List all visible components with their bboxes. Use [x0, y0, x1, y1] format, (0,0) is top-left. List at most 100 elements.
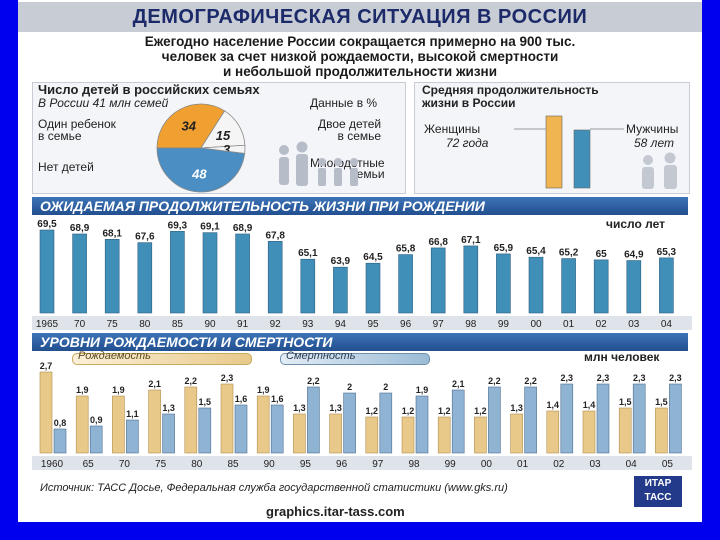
men-value: 58 лет	[634, 136, 674, 150]
expectancy-value-label: 65,8	[396, 244, 416, 255]
women-value: 72 года	[446, 136, 489, 150]
itar-tass-logo: ИТАР ТАСС	[634, 476, 682, 507]
expectancy-units: число лет	[606, 217, 666, 231]
rates-year-label: 90	[264, 459, 276, 470]
expectancy-bar	[170, 231, 185, 314]
rates-year-label: 04	[626, 459, 638, 470]
expectancy-year-label: 94	[335, 319, 347, 330]
families-units: Данные в %	[310, 96, 378, 110]
deaths-value-label: 1,6	[235, 394, 248, 404]
births-value-label: 1,4	[583, 400, 596, 410]
expectancy-value-label: 65,4	[526, 246, 546, 257]
deaths-bar	[234, 404, 248, 454]
births-bar	[401, 416, 415, 454]
site-link[interactable]: graphics.itar-tass.com	[266, 504, 405, 519]
births-bar	[655, 407, 668, 454]
rates-year-label: 00	[481, 459, 493, 470]
expectancy-year-label: 00	[530, 319, 542, 330]
births-bar	[293, 413, 306, 454]
rates-year-label: 96	[336, 459, 348, 470]
deaths-value-label: 2,3	[597, 373, 610, 383]
rates-year-label: 80	[191, 459, 203, 470]
births-value-label: 1,9	[257, 385, 270, 395]
births-bar	[618, 407, 632, 454]
rates-year-label: 99	[445, 459, 457, 470]
expectancy-year-label: 04	[661, 319, 673, 330]
deaths-bar	[415, 395, 429, 454]
expectancy-bar	[235, 233, 250, 314]
births-bar	[582, 410, 596, 454]
source-text: Источник: ТАСС Досье, Федеральная служба…	[40, 482, 508, 494]
expectancy-value-label: 65,1	[298, 248, 318, 259]
deaths-bar	[488, 386, 501, 454]
deaths-value-label: 2	[383, 382, 388, 392]
expectancy-bar	[626, 260, 642, 314]
births-value-label: 1,9	[112, 385, 125, 395]
expectancy-year-label: 02	[596, 319, 608, 330]
expectancy-year-label: 75	[107, 319, 119, 330]
expectancy-value-label: 65,3	[657, 247, 677, 258]
page-title: ДЕМОГРАФИЧЕСКАЯ СИТУАЦИЯ В РОССИИ	[18, 2, 702, 32]
rates-year-label: 70	[119, 459, 131, 470]
expectancy-value-label: 64,5	[363, 252, 383, 263]
deaths-bar	[307, 386, 320, 454]
expectancy-bar	[561, 258, 576, 314]
deaths-value-label: 2,3	[669, 373, 682, 383]
expectancy-year-label: 91	[237, 319, 249, 330]
expectancy-bar	[430, 247, 446, 314]
rates-year-label: 65	[83, 459, 95, 470]
rates-year-label: 98	[408, 459, 420, 470]
rates-year-label: 02	[553, 459, 565, 470]
expectancy-value-label: 67,6	[135, 232, 155, 243]
deaths-bar	[198, 407, 212, 454]
expectancy-value-label: 66,8	[428, 237, 448, 248]
women-bar	[545, 115, 563, 189]
men-label: Мужчины	[626, 122, 679, 136]
births-bar	[437, 416, 451, 454]
expectancy-value-label: 65	[596, 249, 608, 260]
expectancy-value-label: 65,9	[494, 243, 514, 254]
deaths-bar	[270, 404, 284, 454]
expectancy-value-label: 68,1	[102, 228, 122, 239]
deaths-value-label: 2,2	[488, 376, 501, 386]
deaths-value-label: 2	[347, 382, 352, 392]
deaths-value-label: 0,8	[54, 418, 67, 428]
women-label: Женщины	[424, 122, 481, 136]
expectancy-bar	[137, 242, 153, 314]
infographic-panel: ДЕМОГРАФИЧЕСКАЯ СИТУАЦИЯ В РОССИИ Ежегод…	[18, 0, 702, 522]
deaths-bar	[596, 383, 610, 454]
births-value-label: 1,5	[655, 397, 668, 407]
deaths-value-label: 1,5	[199, 397, 212, 407]
births-bar	[510, 413, 523, 454]
expectancy-year-label: 99	[498, 319, 510, 330]
births-bar	[220, 383, 234, 454]
label-many-children: Многодетные семьи	[310, 156, 385, 181]
expectancy-year-label: 96	[400, 319, 412, 330]
legend-deaths-label: Смертность	[286, 350, 356, 362]
births-bar	[256, 395, 270, 454]
deaths-bar	[632, 383, 646, 454]
deaths-value-label: 2,1	[452, 379, 465, 389]
expectancy-year-label: 97	[433, 319, 445, 330]
expectancy-value-label: 63,9	[331, 256, 351, 267]
expectancy-value-label: 67,1	[461, 235, 481, 246]
expectancy-bar	[333, 266, 348, 314]
births-value-label: 1,5	[619, 397, 632, 407]
deaths-value-label: 1,1	[126, 409, 139, 419]
expectancy-year-label: 01	[563, 319, 575, 330]
expectancy-value-label: 68,9	[233, 223, 253, 234]
births-value-label: 2,3	[221, 373, 234, 383]
expectancy-year-label: 03	[628, 319, 640, 330]
expectancy-year-label: 80	[139, 319, 151, 330]
births-bar	[148, 389, 161, 454]
rates-year-label: 01	[517, 459, 529, 470]
family-silhouette-icon	[279, 141, 358, 186]
expectancy-year-label: 1965	[36, 319, 59, 330]
deaths-bar	[451, 389, 465, 454]
deaths-value-label: 1,6	[271, 394, 284, 404]
deaths-bar	[89, 425, 103, 454]
births-value-label: 1,2	[402, 406, 415, 416]
expectancy-year-label: 85	[172, 319, 184, 330]
deaths-bar	[669, 383, 682, 454]
births-value-label: 1,2	[474, 406, 487, 416]
